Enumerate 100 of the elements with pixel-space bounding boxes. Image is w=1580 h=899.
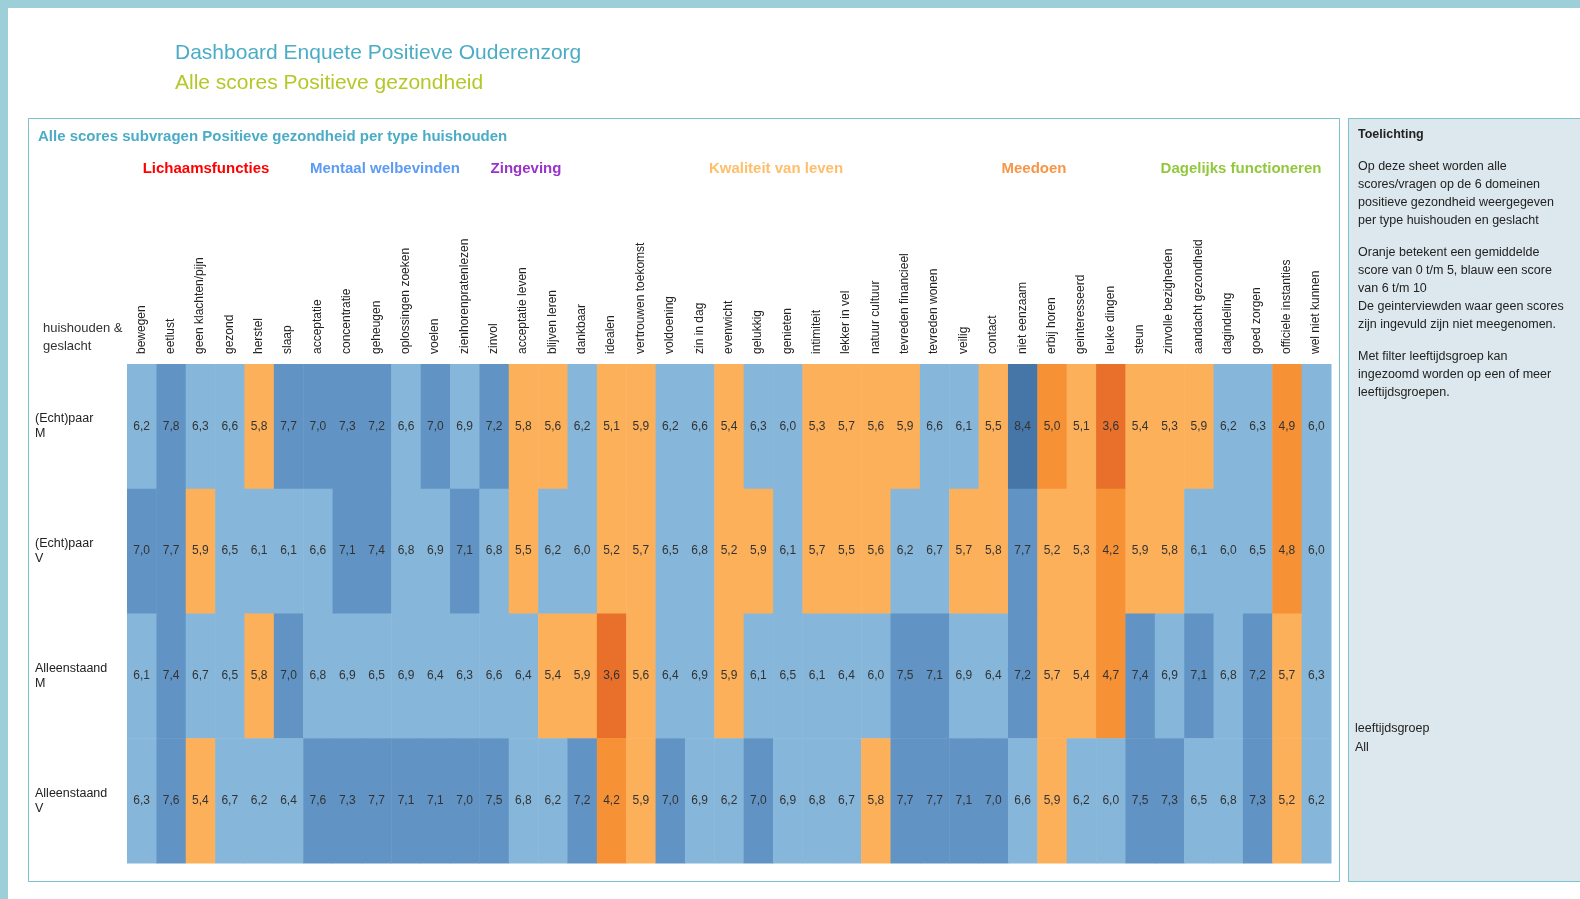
data-label: 6,9 — [338, 668, 356, 683]
data-label: 6,6 — [397, 418, 415, 433]
text: Kwaliteit van leven — [708, 159, 844, 176]
data-label: 6,5 — [779, 668, 797, 683]
y-axis-title: huishouden & geslacht — [43, 320, 123, 353]
data-label: 6,3 — [192, 418, 210, 433]
x-tick-label: zienhorenpratenlezen — [456, 238, 471, 354]
data-label: 6,5 — [368, 668, 386, 683]
x-tick-label: intimiteit — [809, 309, 824, 354]
x-tick-label: idealen — [603, 315, 618, 354]
x-tick-label: slaap — [280, 324, 295, 354]
y-tick-label: (Echt)paar V — [35, 536, 94, 566]
x-tick-label: dagindeling — [1220, 292, 1235, 354]
x-tick-label: aandacht gezondheid — [1190, 239, 1205, 354]
data-label: 5,9 — [632, 418, 650, 433]
x-tick-label: blijven leren — [544, 289, 559, 354]
x-tick-label: zinvol — [485, 323, 500, 354]
text: Toelichting — [1358, 127, 1425, 141]
data-label: 4,2 — [1102, 543, 1120, 558]
data-label: 6,2 — [573, 418, 591, 433]
text: Meedoen — [1001, 159, 1067, 176]
x-tick-label: acceptatie leven — [515, 267, 530, 354]
data-label: 6,8 — [485, 543, 503, 558]
data-label: 5,6 — [544, 418, 562, 433]
x-tick-label: dankbaar — [574, 303, 589, 354]
x-tick-label: tevreden financieel — [897, 253, 912, 354]
data-label: 7,0 — [280, 668, 298, 683]
data-label: 6,9 — [691, 792, 709, 807]
x-tick-label: zin in dag — [691, 302, 706, 354]
x-tick-label: oplossingen zoeken — [397, 247, 412, 354]
data-label: 6,8 — [397, 543, 415, 558]
data-label: 6,3 — [1249, 418, 1267, 433]
data-label: 6,6 — [309, 543, 327, 558]
data-label: 7,0 — [750, 792, 768, 807]
data-label: 6,2 — [1219, 418, 1237, 433]
data-label: 6,8 — [1219, 792, 1237, 807]
x-tick-label: officiele instanties — [1278, 259, 1293, 354]
data-label: 6,4 — [427, 668, 445, 683]
data-label: 5,4 — [1131, 418, 1149, 433]
data-label: 6,1 — [1190, 543, 1208, 558]
data-label: 5,3 — [1161, 418, 1179, 433]
data-label: 5,7 — [838, 418, 856, 433]
data-label: 7,6 — [162, 792, 180, 807]
data-label: 7,0 — [661, 792, 679, 807]
data-label: 6,1 — [133, 668, 151, 683]
x-tick-label: gezond — [221, 314, 236, 354]
data-label: 5,4 — [720, 418, 738, 433]
data-label: 7,4 — [162, 668, 180, 683]
data-label: 7,1 — [456, 543, 474, 558]
text: Lichaamsfuncties — [142, 159, 270, 176]
data-label: 6,9 — [427, 543, 445, 558]
data-label: 5,6 — [867, 543, 885, 558]
x-tick-label: goed zorgen — [1249, 287, 1264, 354]
data-label: 5,3 — [808, 418, 826, 433]
data-label: 5,9 — [1131, 543, 1149, 558]
x-tick-label: zinvolle bezigheden — [1161, 248, 1176, 354]
data-label: 5,4 — [1073, 668, 1091, 683]
data-label: 5,9 — [192, 543, 210, 558]
x-tick-label: geheugen — [368, 300, 383, 354]
data-label: 7,2 — [485, 418, 503, 433]
data-label: 7,8 — [162, 418, 180, 433]
data-label: 5,8 — [867, 792, 885, 807]
data-label: 6,2 — [661, 418, 679, 433]
data-label: 5,8 — [515, 418, 533, 433]
data-label: 5,9 — [896, 418, 914, 433]
data-label: 6,9 — [456, 418, 474, 433]
data-label: 6,5 — [1190, 792, 1208, 807]
data-label: 6,2 — [1307, 792, 1325, 807]
data-label: 6,6 — [691, 418, 709, 433]
data-label: 6,1 — [808, 668, 826, 683]
data-label: 6,8 — [808, 792, 826, 807]
x-tick-label: evenwicht — [720, 299, 735, 354]
x-tick-label: erbij horen — [1043, 297, 1058, 354]
data-label: 6,8 — [1219, 668, 1237, 683]
data-label: 6,7 — [192, 668, 210, 683]
data-label: 6,2 — [1073, 792, 1091, 807]
x-tick-label: geinteresseerd — [1073, 274, 1088, 354]
data-label: 5,2 — [603, 543, 621, 558]
data-label: 7,1 — [1190, 668, 1208, 683]
data-label: 7,5 — [896, 668, 914, 683]
data-label: 6,3 — [456, 668, 474, 683]
data-label: 6,5 — [661, 543, 679, 558]
data-label: 5,9 — [720, 668, 738, 683]
x-tick-label: bewegen — [133, 305, 148, 354]
data-label: 6,2 — [133, 418, 151, 433]
data-label: 6,3 — [750, 418, 768, 433]
y-tick-label: (Echt)paar M — [35, 411, 94, 441]
data-label: 7,0 — [984, 792, 1002, 807]
x-tick-label: veilig — [955, 326, 970, 354]
data-label: 5,2 — [1043, 543, 1061, 558]
x-tick-label: geen klachten/pijn — [192, 257, 207, 354]
data-label: 7,0 — [427, 418, 445, 433]
data-label: 7,3 — [338, 418, 356, 433]
data-label: 6,5 — [221, 543, 239, 558]
data-label: 7,1 — [926, 668, 944, 683]
data-label: 6,7 — [221, 792, 239, 807]
data-label: 5,1 — [603, 418, 621, 433]
data-label: 3,6 — [1102, 418, 1120, 433]
x-tick-label: leuke dingen — [1102, 285, 1117, 354]
data-label: 5,3 — [1073, 543, 1091, 558]
